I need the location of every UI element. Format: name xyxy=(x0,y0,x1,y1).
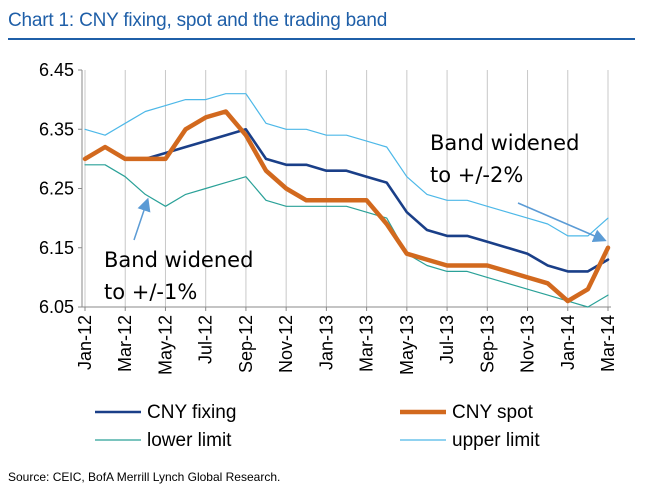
source-note: Source: CEIC, BofA Merrill Lynch Global … xyxy=(8,470,281,484)
x-tick-label: May-13 xyxy=(397,315,417,375)
series-line-upper-limit xyxy=(84,93,609,237)
x-axis-ticks: Jan-12 Mar-12 May-12 Jul-12 Sep-12 Nov-12 Jan-… xyxy=(75,307,618,375)
y-tick-label: 6.15 xyxy=(39,238,74,258)
x-tick-label: Nov-13 xyxy=(518,315,538,373)
x-tick-label: May-12 xyxy=(155,315,175,375)
annotation-band-2-line-1: Band widened xyxy=(430,131,579,155)
chart-title: Chart 1: CNY fixing, spot and the tradin… xyxy=(8,10,388,31)
annotations: Band widened to +/-1% Band widened to +/-2% xyxy=(104,131,607,304)
series-line-cny-spot xyxy=(82,109,611,304)
series-line-lower-limit xyxy=(84,164,609,308)
x-tick-label: Sep-13 xyxy=(477,315,497,373)
title-rule xyxy=(8,38,635,40)
x-tick-label: Jul-12 xyxy=(196,315,216,364)
legend: CNY fixing CNY spot lower limit upper limit xyxy=(95,402,540,451)
y-tick-label: 6.05 xyxy=(39,297,74,317)
y-tick-label: 6.45 xyxy=(39,60,74,80)
annotation-band-1-line-1: Band widened xyxy=(104,248,253,272)
annotation-arrow-2 xyxy=(517,202,607,243)
annotation-band-2-line-2: to +/-2% xyxy=(430,163,523,187)
x-tick-label: Jan-14 xyxy=(558,315,578,370)
annotation-band-1-line-2: to +/-1% xyxy=(104,280,197,304)
series-lines xyxy=(82,93,611,308)
x-tick-label: Mar-13 xyxy=(357,315,377,372)
x-tick-label: Jan-12 xyxy=(75,315,95,370)
legend-label: upper limit xyxy=(452,430,540,451)
x-tick-label: Sep-12 xyxy=(236,315,256,373)
y-axis-ticks: 6.45 6.35 6.25 6.15 6.05 xyxy=(39,60,82,317)
legend-label: CNY fixing xyxy=(147,402,236,423)
legend-label: lower limit xyxy=(147,430,232,451)
legend-label: CNY spot xyxy=(452,402,534,423)
x-tick-label: Jul-13 xyxy=(437,315,457,364)
x-tick-label: Mar-12 xyxy=(115,315,135,372)
annotation-arrow-1 xyxy=(133,197,151,241)
x-tick-label: Mar-14 xyxy=(598,315,618,372)
x-tick-label: Nov-12 xyxy=(276,315,296,373)
y-tick-label: 6.25 xyxy=(39,179,74,199)
x-tick-label: Jan-13 xyxy=(316,315,336,370)
y-tick-label: 6.35 xyxy=(39,119,74,139)
